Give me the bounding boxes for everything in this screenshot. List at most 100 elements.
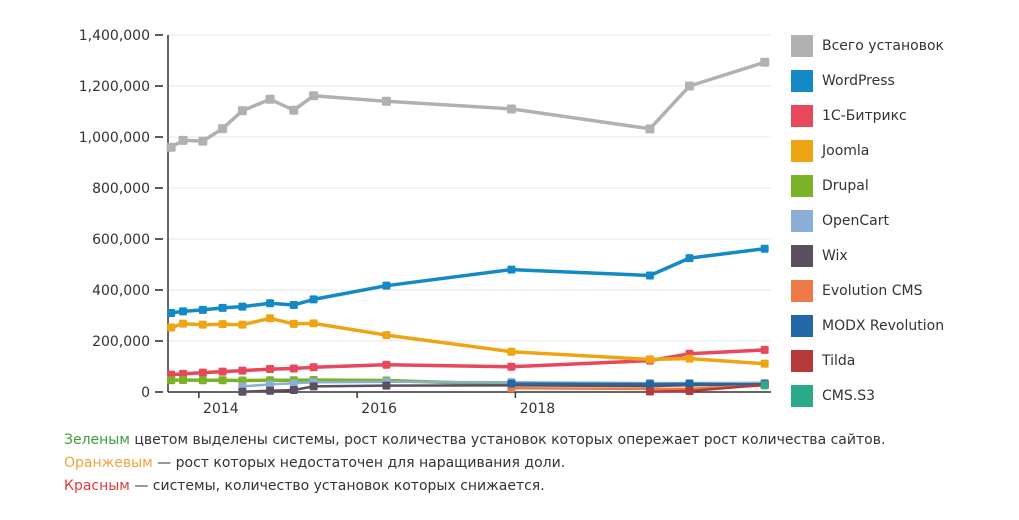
legend-swatch [791, 140, 813, 162]
series-marker-MODX Revolution [645, 380, 654, 389]
series-marker-Joomla [167, 323, 176, 332]
legend-item-3: 1С-Битрикс [791, 105, 944, 127]
series-marker-Wix [238, 387, 247, 396]
series-marker-Drupal [167, 376, 176, 385]
legend-swatch [791, 35, 813, 57]
series-marker-Всего установок [381, 96, 391, 106]
series-marker-Всего установок [265, 94, 275, 104]
footnote-red: Красным — системы, количество установок … [64, 475, 885, 498]
series-marker-WordPress [382, 281, 391, 290]
series-marker-Drupal [218, 376, 227, 385]
series-marker-Joomla [760, 359, 769, 368]
x-axis-label: 2018 [520, 401, 556, 417]
series-marker-Tilda [645, 387, 654, 396]
legend-swatch [791, 350, 813, 372]
series-marker-MODX Revolution [507, 379, 516, 388]
series-marker-Всего установок [178, 135, 188, 145]
legend-item-8: Evolution CMS [791, 280, 944, 302]
series-marker-WordPress [218, 303, 227, 312]
legend-label: Tilda [822, 353, 856, 369]
legend-item-9: MODX Revolution [791, 315, 944, 337]
series-marker-WordPress [760, 244, 769, 253]
series-marker-Всего установок [309, 91, 319, 101]
series-marker-Wix [309, 382, 318, 391]
chart-legend: Всего установок WordPress 1С-Битрикс Joomla… [791, 35, 944, 420]
legend-label: CMS.S3 [822, 388, 875, 404]
series-marker-CMS.S3 [760, 381, 769, 390]
series-marker-1С-Битрикс [179, 369, 188, 378]
legend-item-1: Всего установок [791, 35, 944, 57]
series-marker-1С-Битрикс [760, 345, 769, 354]
series-marker-Joomla [289, 319, 298, 328]
series-marker-WordPress [167, 308, 176, 317]
series-marker-Всего установок [645, 124, 655, 134]
series-marker-Всего установок [237, 106, 247, 116]
legend-item-11: CMS.S3 [791, 385, 944, 407]
series-line-Всего установок [169, 60, 767, 149]
cms-installations-line-chart: 0 200,000 400,000 600,000 800,000 1,000,000 1,… [79, 28, 771, 417]
series-marker-Joomla [685, 354, 694, 363]
legend-label: MODX Revolution [822, 318, 945, 334]
series-marker-1С-Битрикс [507, 362, 516, 371]
series-marker-Joomla [179, 319, 188, 328]
x-axis-label: 2016 [361, 401, 397, 417]
series-marker-Всего установок [218, 124, 228, 134]
legend-item-4: Joomla [791, 140, 944, 162]
legend-item-7: Wix [791, 245, 944, 267]
series-marker-Joomla [507, 347, 516, 356]
legend-label: Wix [822, 248, 848, 264]
series-marker-Всего установок [289, 105, 299, 115]
series-marker-WordPress [266, 299, 275, 308]
footnote-orange: Оранжевым — рост которых недостаточен дл… [64, 452, 885, 475]
series-marker-1С-Битрикс [266, 365, 275, 374]
series-marker-Tilda [685, 386, 694, 395]
series-line-MODX Revolution [510, 382, 766, 386]
y-axis-label: 200,000 [92, 334, 150, 350]
legend-swatch [791, 105, 813, 127]
series-marker-WordPress [309, 295, 318, 304]
series-marker-Drupal [198, 376, 207, 385]
series-marker-1С-Битрикс [309, 363, 318, 372]
legend-swatch [791, 175, 813, 197]
legend-item-5: Drupal [791, 175, 944, 197]
series-marker-WordPress [179, 307, 188, 316]
series-marker-WordPress [507, 265, 516, 274]
series-marker-Joomla [238, 320, 247, 329]
series-marker-Всего установок [760, 57, 770, 67]
series-marker-1С-Битрикс [218, 367, 227, 376]
footnote-green-text: цветом выделены системы, рост количества… [129, 432, 886, 448]
series-marker-Всего установок [198, 136, 208, 146]
series-marker-WordPress [645, 271, 654, 280]
series-marker-1С-Битрикс [238, 366, 247, 375]
series-marker-WordPress [289, 301, 298, 310]
y-axis-label: 600,000 [92, 232, 150, 248]
legend-item-10: Tilda [791, 350, 944, 372]
series-marker-Joomla [382, 331, 391, 340]
legend-swatch [791, 315, 813, 337]
series-line-WordPress [169, 246, 767, 315]
legend-label: Всего установок [822, 38, 944, 54]
series-marker-1С-Битрикс [289, 364, 298, 373]
legend-label: OpenCart [822, 213, 889, 229]
series-marker-Wix [289, 385, 298, 394]
footnote-red-highlight: Красным [64, 478, 130, 494]
legend-label: 1С-Битрикс [822, 108, 907, 124]
legend-swatch [791, 280, 813, 302]
legend-swatch [791, 385, 813, 407]
series-marker-Joomla [266, 314, 275, 323]
series-marker-Joomla [218, 320, 227, 329]
legend-label: WordPress [822, 73, 895, 89]
series-marker-Drupal [179, 376, 188, 385]
series-marker-Всего установок [506, 104, 516, 114]
y-axis-label: 1,000,000 [79, 130, 150, 146]
series-marker-Joomla [198, 320, 207, 329]
y-axis-label: 0 [141, 385, 150, 401]
legend-label: Joomla [822, 143, 870, 159]
series-marker-Wix [382, 381, 391, 390]
y-axis-label: 1,200,000 [79, 79, 150, 95]
series-marker-OpenCart [289, 379, 298, 388]
series-marker-OpenCart [266, 380, 275, 389]
footnotes: Зеленым цветом выделены системы, рост ко… [64, 429, 885, 498]
footnote-green-highlight: Зеленым [64, 432, 130, 448]
